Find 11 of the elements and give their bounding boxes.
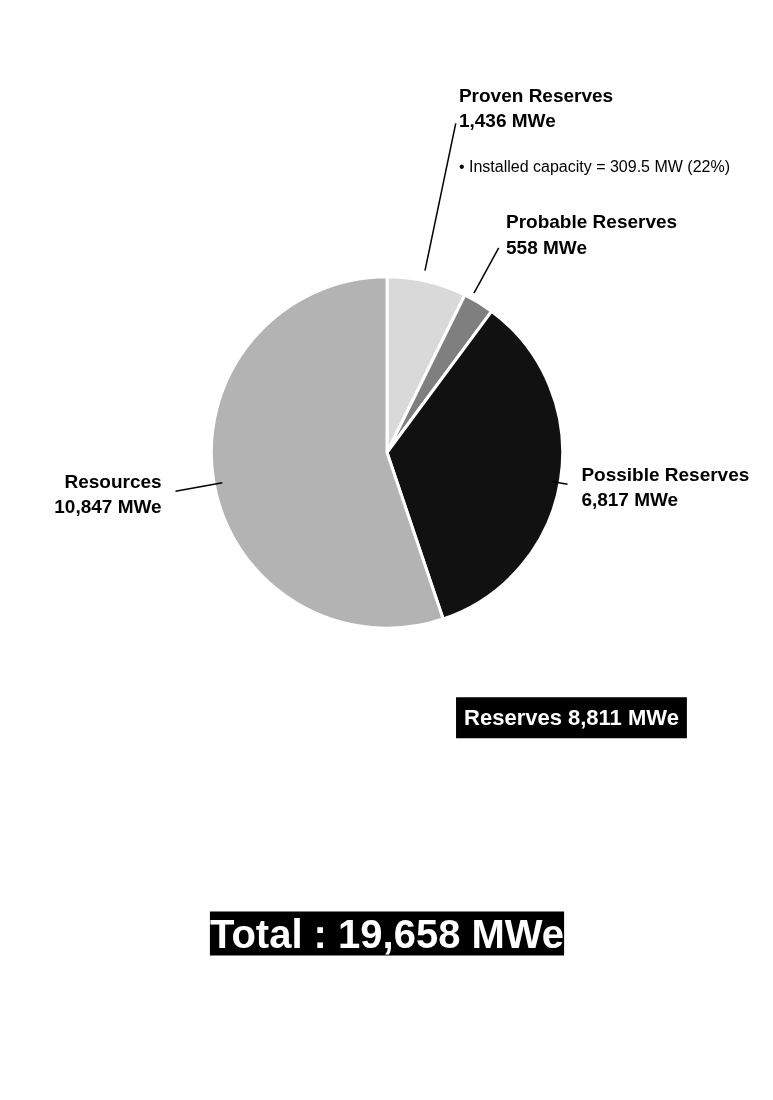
slice-label: Proven Reserves	[458, 84, 614, 106]
slice-label: Resources	[64, 470, 162, 492]
text: • Installed capacity = 309.5 MW (22%)	[458, 158, 730, 176]
data-label: 1,436 MWe	[458, 110, 556, 132]
data-label: 558 MWe	[506, 236, 587, 258]
data-label: 6,817 MWe	[581, 488, 679, 510]
text: Total : 19,658 MWe	[209, 911, 565, 956]
slice-label: Possible Reserves	[581, 463, 750, 485]
data-label: 10,847 MWe	[54, 495, 162, 517]
text: Reserves 8,811 MWe	[464, 705, 679, 731]
slice-label: Probable Reserves	[506, 211, 678, 233]
